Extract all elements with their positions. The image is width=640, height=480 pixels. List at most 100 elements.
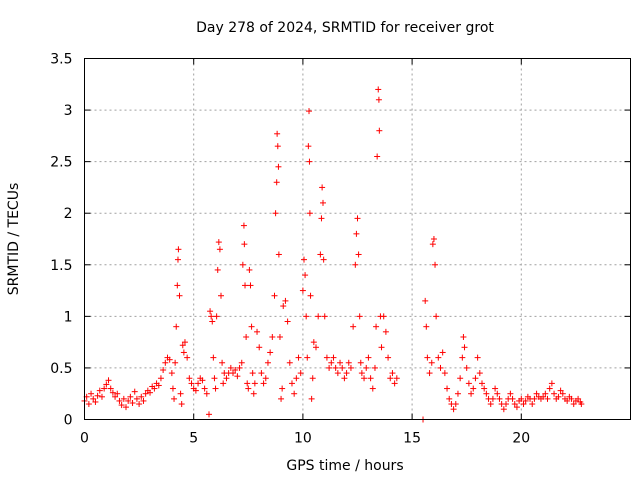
data-point: [246, 266, 253, 273]
data-point: [347, 364, 354, 371]
data-point: [272, 210, 279, 217]
data-point: [310, 339, 317, 346]
data-point: [555, 393, 562, 400]
data-point: [230, 370, 237, 377]
data-point: [209, 318, 216, 325]
data-point: [220, 380, 227, 387]
data-point: [122, 404, 129, 411]
data-point: [361, 375, 368, 382]
data-point: [278, 395, 285, 402]
data-point: [227, 364, 234, 371]
data-point: [452, 401, 459, 408]
data-point: [216, 246, 223, 253]
data-point: [513, 404, 520, 411]
data-point: [172, 359, 179, 366]
data-point: [357, 359, 364, 366]
data-point: [103, 381, 110, 388]
data-point: [136, 401, 143, 408]
data-point: [317, 251, 324, 258]
data-point: [319, 184, 326, 191]
data-point: [151, 385, 158, 392]
data-point: [279, 385, 286, 392]
y-tick-label: 0: [64, 413, 73, 429]
data-point: [492, 385, 499, 392]
data-point: [422, 297, 429, 304]
data-point: [258, 370, 265, 377]
data-point: [251, 380, 258, 387]
data-point: [178, 401, 185, 408]
data-point: [211, 375, 218, 382]
x-tick-label: 10: [294, 431, 312, 447]
data-point: [234, 373, 241, 380]
data-point: [375, 86, 382, 93]
data-point: [337, 359, 344, 366]
data-point: [374, 153, 381, 160]
data-point: [341, 375, 348, 382]
data-point: [267, 349, 274, 356]
data-point: [454, 390, 461, 397]
data-point: [446, 395, 453, 402]
data-point: [511, 401, 518, 408]
data-point: [219, 359, 226, 366]
data-point: [173, 323, 180, 330]
data-point: [181, 339, 188, 346]
data-point: [275, 251, 282, 258]
data-point: [243, 333, 250, 340]
data-point: [494, 390, 501, 397]
data-point: [171, 395, 178, 402]
data-point: [378, 344, 385, 351]
data-point: [239, 261, 246, 268]
data-point: [114, 390, 121, 397]
data-point: [557, 387, 564, 394]
data-point: [213, 313, 220, 320]
data-point: [544, 395, 551, 402]
data-point: [101, 385, 108, 392]
y-tick-label: 2: [64, 206, 73, 222]
data-point: [168, 370, 175, 377]
data-point: [175, 246, 182, 253]
data-point: [199, 377, 206, 384]
data-point: [472, 375, 479, 382]
data-point: [520, 401, 527, 408]
data-point: [385, 354, 392, 361]
y-tick-label: 0.5: [50, 361, 72, 377]
y-axis-label: SRMTID / TECUs: [6, 183, 22, 296]
x-tick-label: 20: [512, 431, 530, 447]
data-point: [254, 328, 261, 335]
data-point: [437, 364, 444, 371]
data-point: [262, 375, 269, 382]
data-point: [478, 380, 485, 387]
data-point: [242, 282, 249, 289]
data-point: [460, 333, 467, 340]
data-point: [369, 385, 376, 392]
data-point: [140, 397, 147, 404]
data-point: [303, 313, 310, 320]
data-point: [205, 411, 212, 418]
data-point: [304, 354, 311, 361]
data-point: [318, 215, 325, 222]
data-point: [328, 359, 335, 366]
data-point: [288, 380, 295, 387]
data-point: [208, 313, 215, 320]
data-point: [214, 266, 221, 273]
data-point: [245, 385, 252, 392]
data-point: [371, 364, 378, 371]
data-point: [177, 390, 184, 397]
data-point: [321, 313, 328, 320]
data-point: [215, 239, 222, 246]
data-point: [465, 380, 472, 387]
data-point: [424, 354, 431, 361]
plot-frame: [84, 58, 631, 420]
data-point: [295, 354, 302, 361]
data-point: [133, 395, 140, 402]
data-point: [474, 354, 481, 361]
data-point: [238, 359, 245, 366]
data-point: [247, 282, 254, 289]
data-point: [184, 354, 191, 361]
axis-ticks: 0 0.5 1 1.5 2 2.5 3 3.5 0 5 10 15 20: [50, 52, 631, 447]
data-point: [568, 395, 575, 402]
data-point: [249, 370, 256, 377]
data-point: [212, 385, 219, 392]
data-point: [435, 354, 442, 361]
data-point: [496, 395, 503, 402]
